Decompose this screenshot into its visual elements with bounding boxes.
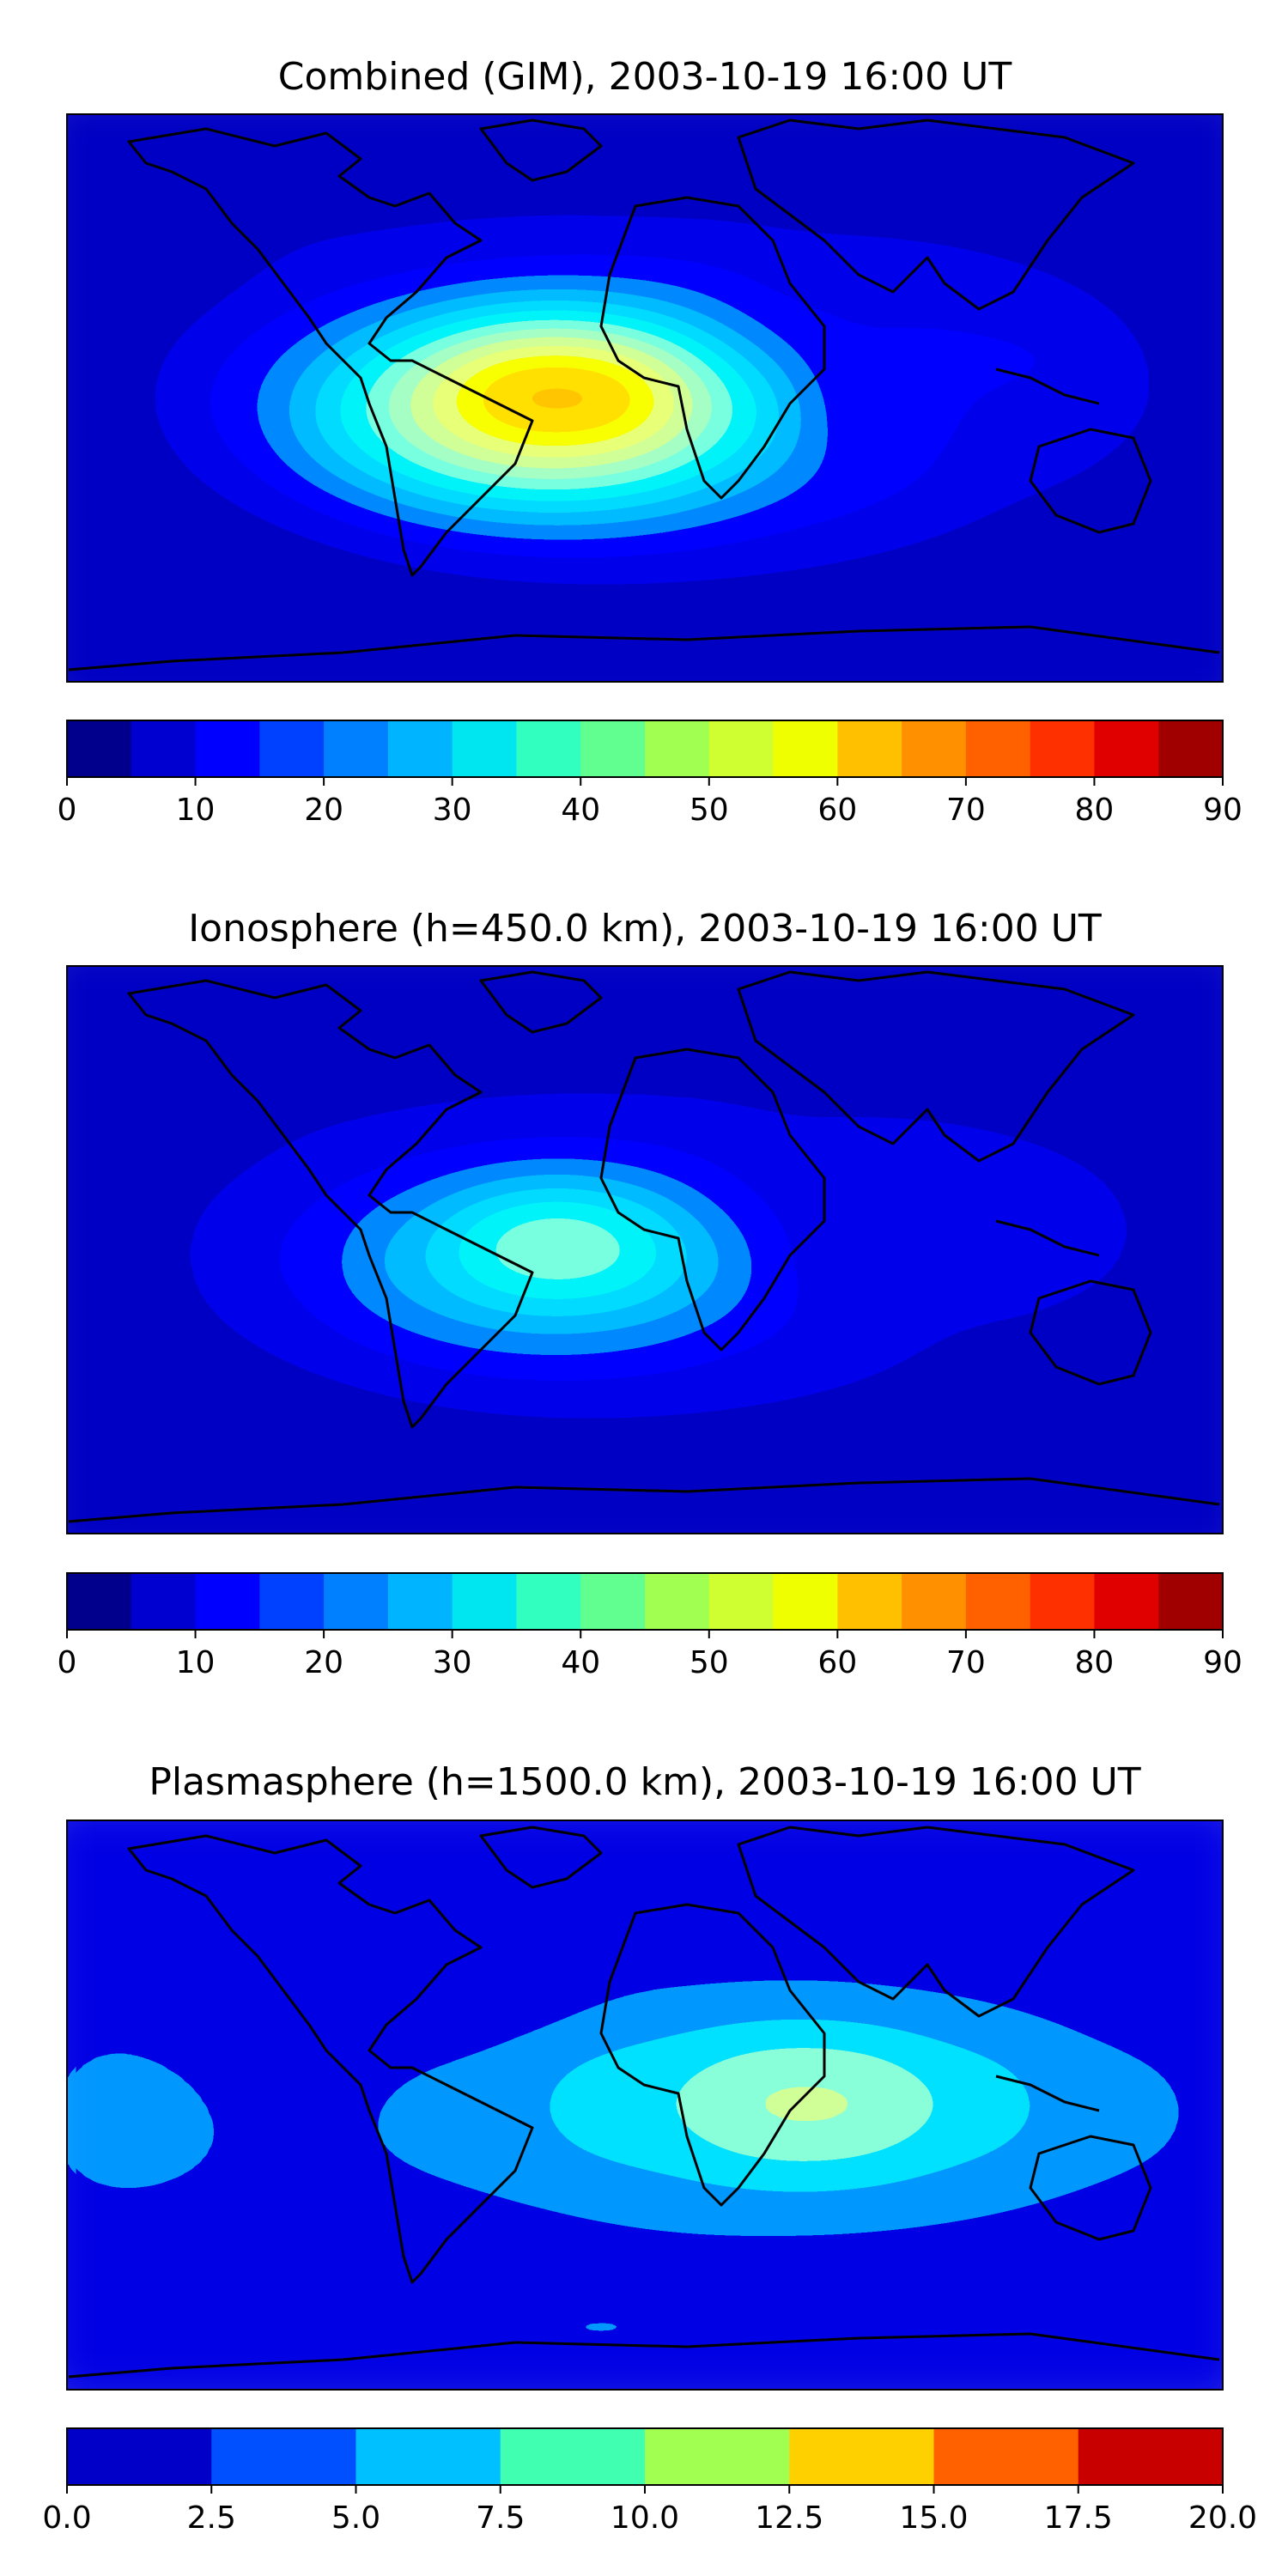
colorbar-tick-label: 50 [690,1645,729,1680]
colorbar-swatch [1030,1573,1096,1630]
colorbar-swatch [67,2428,212,2485]
colorbar-tick-label: 50 [690,793,729,828]
colorbar-tick-label: 0.0 [42,2500,91,2536]
colorbar-swatch [131,1573,197,1630]
panel-title: Ionosphere (h=450.0 km), 2003-10-19 16:0… [188,907,1102,951]
colorbar-swatch [195,720,260,777]
colorbar-tick-label: 30 [433,793,472,828]
colorbar-swatch [965,720,1031,777]
coastlines [68,118,1220,671]
colorbar-swatch [902,1573,967,1630]
colorbar: 0 10 20 30 40 50 60 70 80 90 [58,720,1242,828]
colorbar-tick-label: 20.0 [1188,2500,1257,2536]
colorbar-swatch [516,720,581,777]
tec-field-map [67,114,1223,682]
panel-plasmasphere: Plasmasphere (h=1500.0 km), 2003-10-19 1… [42,1760,1257,2536]
map-frame [66,1820,1224,2391]
colorbar-tick-label: 90 [1203,1645,1242,1680]
colorbar-tick-label: 10.0 [611,2500,679,2536]
tec-field-map [67,966,1223,1534]
colorbar-swatch [67,720,132,777]
colorbar-swatch [837,720,902,777]
colorbar-swatch [645,720,710,777]
colorbar-tick-label: 2.5 [187,2500,236,2536]
colorbar-swatch [933,2428,1079,2485]
colorbar-tick-label: 60 [817,1645,857,1680]
colorbar-swatch [324,1573,389,1630]
colorbar-swatch [789,2428,935,2485]
colorbar-swatch [773,720,838,777]
panel-title: Combined (GIM), 2003-10-19 16:00 UT [278,55,1012,99]
colorbar-tick-label: 5.0 [331,2500,380,2536]
colorbar-swatch [355,2428,501,2485]
colorbar-swatch [1158,720,1224,777]
panel-combined: Combined (GIM), 2003-10-19 16:00 UT [58,55,1242,828]
colorbar-swatch [211,2428,357,2485]
tec-field-map [67,1820,1223,2390]
colorbar-tick-label: 20 [304,1645,343,1680]
colorbar-swatch [1094,720,1159,777]
colorbar: 0.0 2.5 5.0 7.5 10.0 12.5 15.0 17.5 20.0 [42,2427,1257,2536]
colorbar-tick-label: 80 [1075,793,1115,828]
coastlines [68,970,1220,1523]
colorbar-tick-label: 0 [58,793,77,828]
colorbar-tick-label: 17.5 [1044,2500,1113,2536]
colorbar-swatch [902,720,967,777]
coastlines [68,1826,1220,2379]
colorbar-tick-label: 10 [176,793,216,828]
colorbar-swatch [965,1573,1031,1630]
colorbar-tick-label: 70 [946,793,986,828]
colorbar-tick-label: 80 [1075,1645,1115,1680]
colorbar-tick-label: 60 [817,793,857,828]
panel-title: Plasmasphere (h=1500.0 km), 2003-10-19 1… [149,1760,1140,1804]
colorbar-swatch [324,720,389,777]
colorbar-swatch [708,720,775,777]
colorbar-swatch [1094,1573,1159,1630]
colorbar: 0 10 20 30 40 50 60 70 80 90 [58,1572,1242,1680]
map-frame [66,113,1224,683]
colorbar-swatch [259,1573,325,1630]
colorbar-swatch [387,720,453,777]
colorbar-swatch [580,1573,646,1630]
colorbar-swatch [452,1573,518,1630]
colorbar-tick-label: 0 [58,1645,77,1680]
map-frame [66,965,1224,1534]
colorbar-swatch [67,1573,132,1630]
colorbar-swatch [387,1573,453,1630]
colorbar-tick-label: 12.5 [755,2500,823,2536]
colorbar-swatch [131,720,197,777]
colorbar-tick-label: 40 [561,793,600,828]
colorbar-tick-label: 15.0 [899,2500,968,2536]
colorbar-swatch [259,720,325,777]
panel-ionosphere: Ionosphere (h=450.0 km), 2003-10-19 16:0… [58,907,1242,1680]
colorbar-swatch [500,2428,646,2485]
colorbar-tick-label: 40 [561,1645,600,1680]
colorbar-tick-label: 7.5 [476,2500,525,2536]
colorbar-swatch [1078,2428,1224,2485]
colorbar-tick-label: 70 [946,1645,986,1680]
colorbar-swatch [645,2428,790,2485]
colorbar-swatch [773,1573,838,1630]
colorbar-swatch [645,1573,710,1630]
colorbar-tick-label: 10 [176,1645,216,1680]
colorbar-swatch [195,1573,260,1630]
colorbar-tick-label: 20 [304,793,343,828]
colorbar-swatch [1030,720,1096,777]
colorbar-swatch [837,1573,902,1630]
colorbar-swatch [452,720,518,777]
colorbar-swatch [708,1573,775,1630]
colorbar-swatch [516,1573,581,1630]
colorbar-swatch [580,720,646,777]
colorbar-tick-label: 30 [433,1645,472,1680]
colorbar-swatch [1158,1573,1224,1630]
colorbar-tick-label: 90 [1203,793,1242,828]
